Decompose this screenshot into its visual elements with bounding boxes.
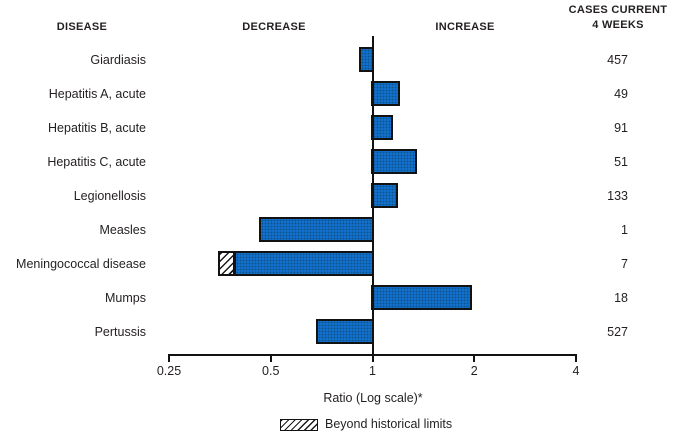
ratio-bar [371, 115, 394, 140]
disease-label: Legionellosis [73, 188, 146, 203]
disease-label: Pertussis [94, 324, 146, 339]
beyond-historical-limits-hatch-swatch [280, 418, 318, 431]
disease-label: Measles [99, 222, 146, 237]
disease-label: Hepatitis B, acute [48, 120, 146, 135]
ratio-bar [371, 183, 399, 208]
x-axis-tick [168, 355, 170, 362]
legend-label: Beyond historical limits [325, 417, 453, 431]
baseline-ratio-1-line [371, 36, 374, 356]
cases-value: 91 [614, 120, 628, 135]
x-axis-tick-label: 0.5 [262, 364, 280, 378]
cases-value: 527 [607, 324, 628, 339]
x-axis-line [168, 353, 577, 356]
ratio-bar [371, 149, 417, 174]
x-axis-tick-label: 0.25 [156, 364, 182, 378]
x-axis-tick [473, 355, 476, 362]
x-axis-tick-label: 2 [470, 364, 478, 378]
disease-label: Meningococcal disease [16, 256, 146, 271]
disease-label: Hepatitis C, acute [47, 154, 146, 169]
cases-value: 1 [621, 222, 628, 237]
disease-label: Giardiasis [90, 52, 146, 67]
disease-label: Mumps [105, 290, 146, 305]
increase-header: INCREASE [435, 21, 495, 33]
x-axis-tick [575, 355, 577, 362]
x-axis-tick-label: 4 [572, 364, 580, 378]
ratio-bar [315, 319, 374, 344]
cases-value: 7 [621, 256, 628, 271]
cases-header-line1: CASES CURRENT [568, 4, 668, 16]
cases-value: 18 [614, 290, 628, 305]
decrease-header: DECREASE [242, 21, 306, 33]
x-axis-label: Ratio (Log scale)* [323, 391, 423, 405]
cases-value: 51 [614, 154, 628, 169]
cases-value: 133 [607, 188, 628, 203]
beyond-historical-limits-segment [218, 251, 236, 276]
x-axis-tick-label: 1 [369, 364, 376, 378]
cases-header-line2: 4 WEEKS [592, 19, 644, 31]
disease-label: Hepatitis A, acute [48, 86, 146, 101]
ratio-bar [371, 285, 473, 310]
x-axis-tick [269, 355, 272, 362]
legend: Beyond historical limits [280, 417, 452, 432]
ratio-bar [234, 251, 374, 276]
x-axis-tick [371, 355, 374, 362]
ratio-bar [371, 81, 401, 106]
cases-value: 457 [607, 52, 628, 67]
cases-column-header: CASES CURRENT 4 WEEKS [558, 3, 677, 33]
cases-value: 49 [614, 86, 628, 101]
ratio-bar [258, 217, 374, 242]
disease-column-header: DISEASE [56, 21, 108, 33]
